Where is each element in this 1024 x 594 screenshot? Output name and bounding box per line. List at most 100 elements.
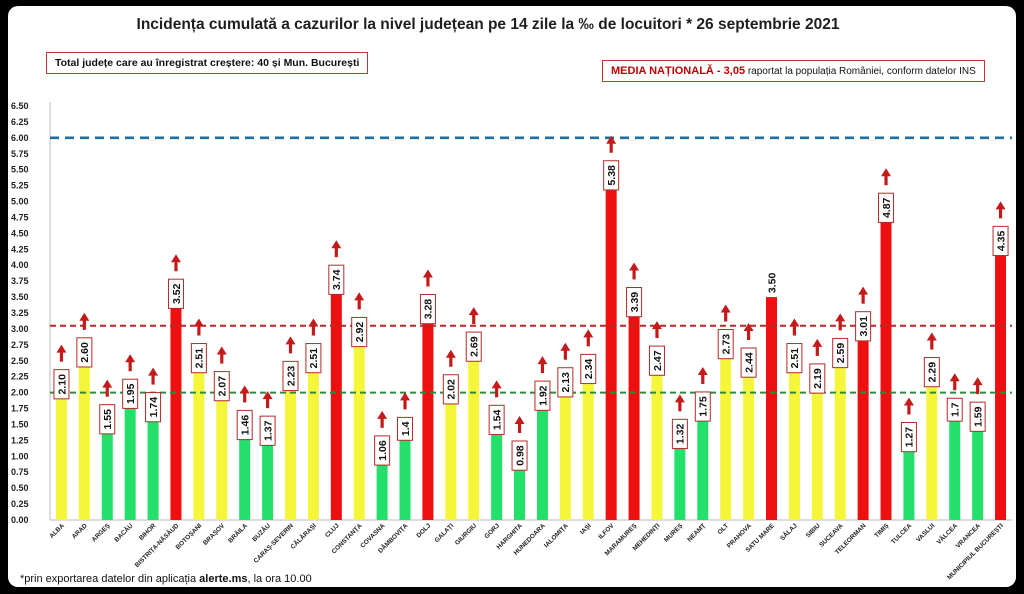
bar [720,346,732,520]
up-arrow-icon [239,385,250,394]
value-label-box [878,192,895,223]
bar-chart: 0.00 0.25 0.50 0.75 1.00 1.25 1.50 1.75 2.00 2.25… [11,101,1012,581]
y-tick-label: 4.50 [11,228,29,238]
value-label: 2.23 [285,366,297,387]
up-arrow-icon [262,391,273,400]
bar [972,418,984,520]
up-arrow-icon [468,307,479,316]
y-tick-label: 5.25 [11,181,29,191]
up-arrow-icon [377,410,388,419]
value-label: 1.4 [400,421,412,436]
up-arrow-shaft [792,325,797,336]
up-arrow-icon [949,373,960,382]
up-arrow-shaft [655,328,659,339]
bar [949,411,961,520]
category-label: GALAȚI [433,522,455,544]
up-arrow-icon [583,329,594,338]
up-arrow-shaft [563,349,567,360]
category-label: ARAD [71,522,89,540]
bar [376,452,388,520]
up-arrow-icon [170,254,181,263]
y-tick-label: 2.00 [11,388,29,398]
up-arrow-icon [903,397,914,406]
category-label: OLT [716,522,730,536]
value-label-box [351,316,368,348]
y-tick-label: 5.00 [11,197,29,207]
up-arrow-shaft [678,401,682,412]
value-label: 1.74 [148,397,160,418]
category-label: ARGEȘ [91,522,113,544]
y-tick-label: 6.00 [11,133,29,143]
up-arrow-shaft [82,319,86,330]
up-arrow-icon [56,344,67,353]
value-label: 1.92 [537,385,549,406]
value-label-box [855,311,872,342]
y-tick-label: 1.25 [11,435,29,445]
up-arrow-icon [697,366,708,375]
up-arrow-icon [881,168,892,177]
category-label: GIURGIU [454,522,479,547]
category-label: CLUJ [324,522,341,539]
value-label: 4.87 [881,197,893,218]
bar [147,409,159,520]
up-arrow-shaft [243,392,247,403]
up-arrow-icon [125,354,136,363]
up-arrow-shaft [976,384,980,395]
value-label-box [671,418,688,450]
y-tick-label: 4.00 [11,260,29,270]
up-arrow-icon [812,338,823,347]
value-label-box [557,367,574,398]
bar [857,328,869,520]
value-label-box [213,371,230,402]
category-label: SIBIU [805,522,822,539]
up-arrow-shaft [930,339,934,350]
category-label: MUREȘ [663,522,685,544]
value-label: 1.37 [262,420,274,441]
value-label-box [809,363,826,394]
value-label-box [534,380,551,411]
value-label-box [419,293,436,325]
value-label: 3.39 [629,292,641,313]
y-tick-label: 5.75 [11,149,29,159]
bar [514,457,526,520]
bar [193,360,205,520]
value-label-box [282,360,299,392]
up-arrow-icon [629,262,640,271]
chart-title: Incidența cumulată a cazurilor la nivel … [136,16,840,33]
up-arrow-icon [422,269,433,278]
up-arrow-icon [789,318,800,327]
up-arrow-icon [193,318,204,327]
category-label: GORJ [483,522,501,540]
bar [445,391,457,520]
value-label: 4.35 [995,231,1007,252]
value-label: 2.13 [560,372,572,393]
y-tick-label: 1.00 [11,451,29,461]
bar [55,386,67,520]
value-label-box [969,401,986,432]
y-tick-label: 0.25 [11,499,29,509]
category-label: BIHOR [138,522,158,542]
up-arrow-icon [537,356,548,365]
y-tick-label: 0.75 [11,467,29,477]
national-average-separator: - [713,65,724,77]
up-arrow-icon [79,312,90,321]
bar [903,439,915,520]
national-average-value: 3,05 [723,65,746,77]
up-arrow-shaft [449,356,453,367]
value-label-box [717,329,734,360]
value-label: 1.75 [698,396,710,417]
value-label-box [305,343,322,374]
value-label: 3.52 [171,283,183,304]
value-label: 3.50 [766,272,778,293]
bar [422,311,434,520]
y-tick-label: 0.00 [11,515,29,525]
value-label: 1.06 [377,440,389,461]
value-label: 2.73 [720,334,732,355]
value-label-box [397,416,414,441]
bar [399,430,411,520]
value-label: 2.19 [812,368,824,389]
value-label-box [53,369,70,400]
footnote-suffix: , la ora 10.00 [247,573,312,585]
bar [880,209,892,520]
bar [788,360,800,520]
